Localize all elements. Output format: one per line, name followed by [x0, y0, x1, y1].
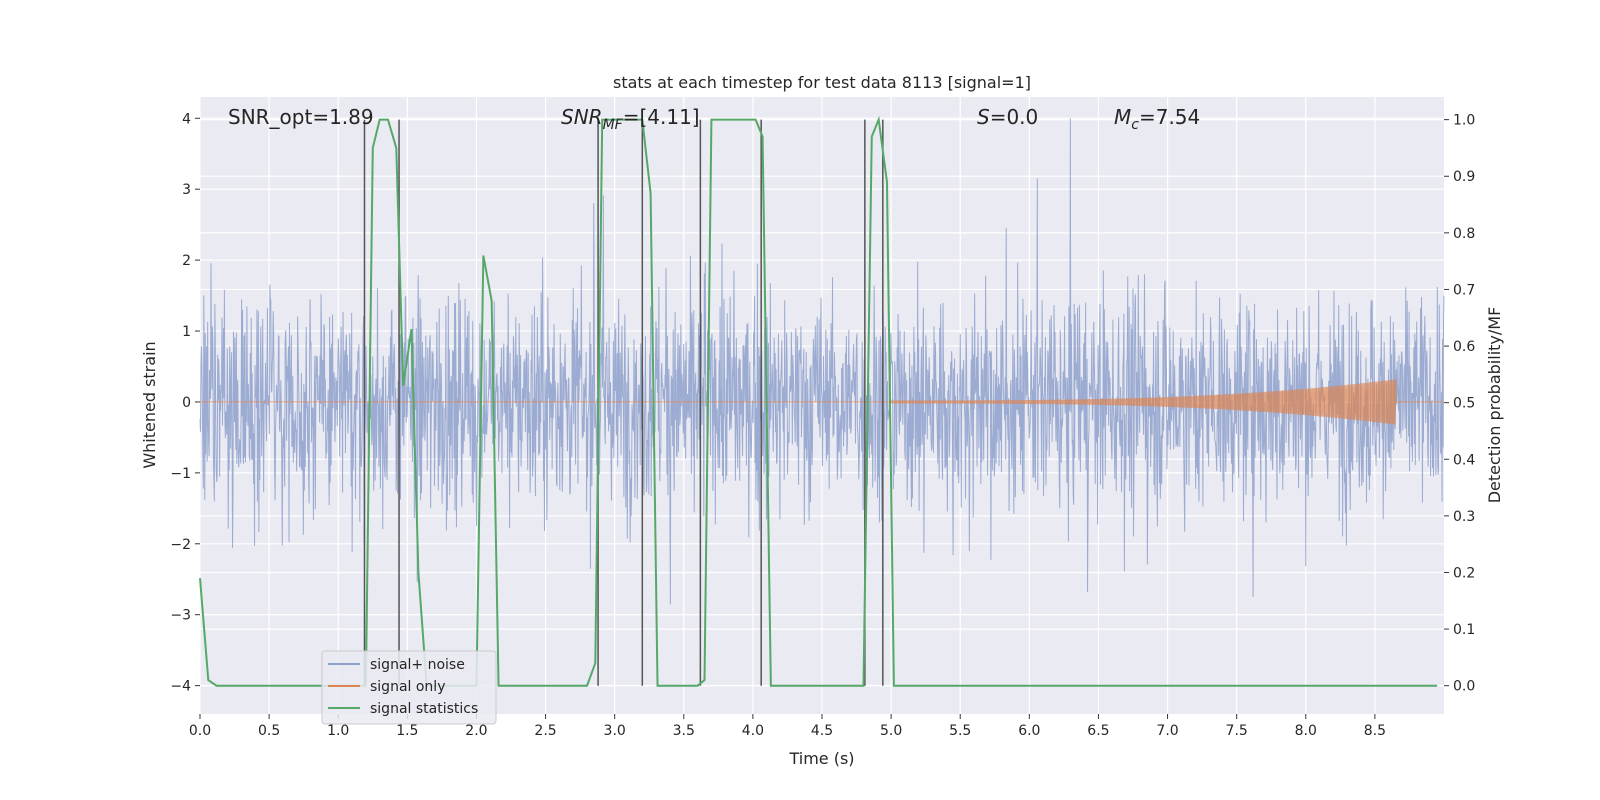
legend-label-signal-statistics: signal statistics [370, 701, 478, 717]
x-tick-label: 0.0 [189, 723, 211, 739]
x-tick-label: 0.5 [258, 723, 280, 739]
signal-statistics-line [199, 115, 1438, 687]
x-tick-label: 7.5 [1226, 723, 1248, 739]
y-axis-label-left: Whitened strain [140, 341, 159, 468]
y-tick-label-left: 2 [182, 253, 191, 269]
y-tick-label-left: 1 [182, 324, 191, 340]
vertical-lines [363, 119, 884, 686]
annotation-snr-mf-sub: MF [603, 117, 624, 133]
series-signal-only [200, 379, 1444, 425]
x-tick-label: 8.5 [1364, 723, 1386, 739]
x-tick-label: 6.5 [1087, 723, 1109, 739]
legend-label-signal-only: signal only [370, 679, 445, 695]
series-signal-statistics [199, 115, 1438, 687]
y-tick-label-right: 0.2 [1453, 565, 1475, 581]
x-axis-label: Time (s) [788, 749, 854, 768]
annotation-mc-value: =7.54 [1139, 105, 1200, 129]
legend-label-signal-noise: signal+ noise [370, 657, 465, 673]
annotation-snr-opt: SNR_opt=1.89 [228, 105, 374, 129]
y-tick-label-left: −3 [170, 608, 191, 624]
chart-title: stats at each timestep for test data 811… [613, 73, 1031, 92]
x-tick-label: 2.5 [534, 723, 556, 739]
x-tick-label: 7.0 [1156, 723, 1178, 739]
y-tick-label-right: 1.0 [1453, 113, 1475, 129]
y-tick-label-right: 0.0 [1453, 679, 1475, 695]
annotation-s: S=0.0 [977, 105, 1038, 129]
x-tick-label: 5.5 [949, 723, 971, 739]
annotation-mc: Mc=7.54 [1114, 105, 1200, 133]
x-tick-label: 8.0 [1295, 723, 1317, 739]
y-tick-label-left: 3 [182, 182, 191, 198]
x-tick-label: 1.5 [396, 723, 418, 739]
y-tick-label-right: 0.1 [1453, 622, 1475, 638]
y-tick-label-right: 0.6 [1453, 339, 1475, 355]
y-tick-label-right: 0.8 [1453, 226, 1475, 242]
y-tick-label-right: 0.5 [1453, 396, 1475, 412]
legend-box [321, 650, 497, 725]
y-tick-label-right: 0.9 [1453, 169, 1475, 185]
x-tick-label: 3.5 [673, 723, 695, 739]
y-tick-label-right: 0.7 [1453, 282, 1475, 298]
x-tick-label: 2.0 [465, 723, 487, 739]
y-tick-label-left: −1 [170, 466, 191, 482]
annotation-s-base: S [977, 105, 990, 129]
signal-only-line [200, 379, 1444, 425]
annotation-snr-mf: SNRMF=[4.11] [561, 105, 700, 133]
x-tick-label: 4.5 [811, 723, 833, 739]
y-tick-label-right: 0.4 [1453, 452, 1475, 468]
y-axis-label-right: Detection probability/MF [1485, 307, 1504, 504]
annotation-mc-base: M [1114, 105, 1131, 129]
axes-layer: 0.0 0.5 1.0 1.5 2.0 2.5 3.0 3.5 4.0 4.5 5.0 5.5 6.0 6… [170, 111, 1475, 739]
x-tick-label: 3.0 [604, 723, 626, 739]
y-tick-label-left: −2 [170, 537, 191, 553]
y-tick-label-right: 0.3 [1453, 509, 1475, 525]
annotation-s-value: =0.0 [990, 105, 1039, 129]
annotation-snr-mf-value: =[4.11] [623, 105, 700, 129]
y-tick-label-left: 0 [182, 395, 191, 411]
annotation-mc-sub: c [1131, 117, 1139, 133]
x-tick-label: 5.0 [880, 723, 902, 739]
x-tick-label: 6.0 [1018, 723, 1040, 739]
x-tick-label: 1.0 [327, 723, 349, 739]
legend: signal+ noise signal only signal statist… [321, 650, 497, 725]
x-tick-label: 4.0 [742, 723, 764, 739]
y-tick-label-left: −4 [170, 679, 191, 695]
annotation-snr-mf-base: SNR [561, 105, 603, 129]
y-tick-label-left: 4 [182, 111, 191, 127]
